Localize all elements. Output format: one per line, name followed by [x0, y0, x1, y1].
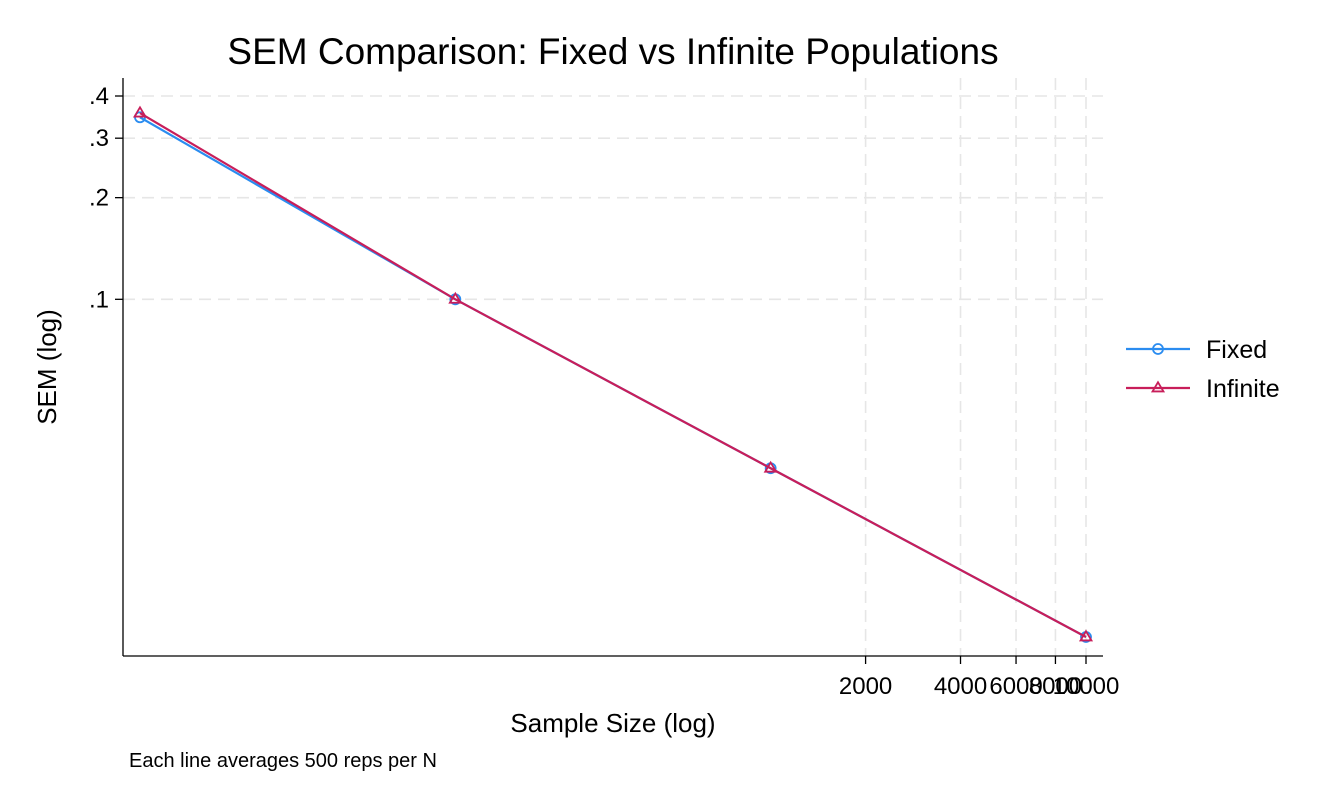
- x-tick-label: 4000: [934, 673, 987, 700]
- y-tick-label: .2: [89, 185, 109, 212]
- series: [132, 105, 1094, 643]
- x-axis-title: Sample Size (log): [510, 708, 715, 738]
- series-point-triangle: [1150, 380, 1166, 393]
- chart-note: Each line averages 500 reps per N: [129, 750, 437, 772]
- y-axis-title: SEM (log): [32, 309, 62, 425]
- legend-item-infinite: Infinite: [1126, 375, 1280, 403]
- series-point-triangle: [1078, 629, 1094, 642]
- grid-lines: [123, 78, 1103, 656]
- legend: Fixed Infinite: [1126, 336, 1280, 403]
- x-tick-label: 8000: [1029, 673, 1082, 700]
- y-tick-label: .4: [89, 83, 109, 110]
- series-point-triangle: [763, 460, 778, 473]
- chart-title: SEM Comparison: Fixed vs Infinite Popula…: [227, 31, 998, 72]
- legend-item-fixed: Fixed: [1126, 336, 1267, 364]
- series-point-triangle: [448, 291, 463, 304]
- legend-label: Infinite: [1206, 375, 1280, 403]
- y-tick-label: .3: [89, 125, 109, 152]
- series-point-triangle: [132, 105, 148, 118]
- series-line: [139, 112, 1087, 638]
- series-infinite: [132, 105, 1094, 642]
- x-tick-label: 6000: [989, 673, 1042, 700]
- axes: [122, 78, 1103, 657]
- x-tick-label: 10000: [1053, 673, 1120, 700]
- series-point-circle: [1152, 343, 1164, 355]
- series-line: [139, 116, 1087, 638]
- y-tick-label: .1: [89, 286, 109, 313]
- legend-label: Fixed: [1206, 336, 1267, 364]
- x-tick-label: 2000: [839, 673, 892, 700]
